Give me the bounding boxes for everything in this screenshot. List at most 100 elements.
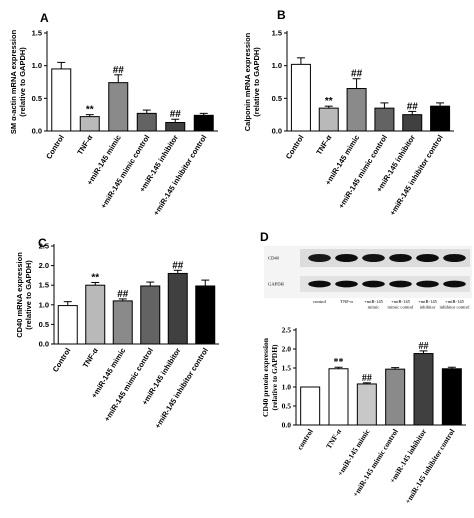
blot-lane-label: +miR-145 mimic — [364, 299, 384, 310]
blot-band — [389, 280, 412, 288]
category-label: TNF-α — [75, 133, 94, 156]
category-label: TNF-α — [314, 133, 333, 156]
western-blot: CD40 GAPDH control TNF-α +miR-145 mimic +miR-1… — [264, 246, 472, 310]
bar — [195, 285, 216, 345]
bar — [328, 368, 349, 426]
y-tick-label: 2.5 — [282, 326, 292, 335]
chart-panel-a: A 0.0 0.5 1.0 1.5 SM α-actin mRNA expression(… — [9, 11, 218, 217]
blot-lane-label: +miR-145 inhibitor — [418, 299, 438, 310]
blot-band — [443, 254, 466, 262]
y-tick-label: 0.0 — [39, 340, 49, 349]
bar — [441, 368, 462, 426]
panel-letter: A — [40, 11, 49, 25]
blot-band — [416, 280, 439, 288]
y-axis-title-line2: (relative to GAPDH) — [24, 260, 33, 330]
bar — [430, 105, 451, 132]
blot-lane-label: TNF-α — [340, 299, 353, 304]
chart-panel-c: C 0.0 0.5 1.0 1.5 2.0 2.5 CD40 mRNA expression(… — [15, 236, 219, 430]
y-tick-label: 0.0 — [32, 127, 42, 136]
y-tick-label: 1.5 — [272, 29, 282, 38]
category-label: Control — [51, 346, 73, 373]
blot-strip-gapdh — [300, 276, 470, 292]
category-label: TNF-α — [81, 346, 100, 369]
y-axis-title-line2: (relative to GAPDH) — [252, 47, 261, 117]
y-tick-label: 1.5 — [39, 281, 49, 290]
blot-lane-label: +miR-145 inhibitor control — [440, 299, 471, 310]
category-label: Control — [44, 133, 66, 160]
blot-band — [362, 280, 385, 288]
bar — [108, 82, 129, 132]
bar — [413, 353, 434, 426]
y-tick-label: 2.0 — [39, 261, 49, 270]
significance-mark: ## — [407, 101, 419, 112]
bar — [136, 112, 157, 132]
y-tick-label: 0.5 — [282, 402, 292, 411]
significance-mark: ## — [117, 289, 129, 300]
blot-band — [335, 254, 358, 262]
y-axis-title-line1: CD40 mRNA expression — [15, 252, 24, 338]
panel-letter: D — [260, 230, 269, 244]
bar — [112, 300, 133, 345]
category-label: Control — [284, 133, 306, 160]
blot-band-label: GAPDH — [268, 282, 285, 287]
y-tick-label: 1.5 — [32, 29, 42, 38]
chart-panel-b: B 0.0 0.5 1.0 1.5 Calponin mRNA expression(re… — [243, 8, 454, 217]
y-tick-label: 0.5 — [32, 94, 42, 103]
blot-band-label: CD40 — [268, 256, 280, 261]
blot-band — [308, 254, 331, 262]
category-label: +miR-145 inhibitor control — [388, 133, 445, 217]
y-axis-title-line1: Calponin mRNA expression — [243, 32, 252, 131]
y-tick-label: 2.0 — [282, 345, 292, 354]
significance-mark: ## — [362, 373, 372, 384]
blot-band — [389, 254, 412, 262]
significance-mark: ## — [113, 65, 125, 76]
blot-band — [362, 254, 385, 262]
category-label: control — [295, 427, 315, 451]
y-tick-label: 1.0 — [39, 300, 49, 309]
bar — [165, 122, 186, 132]
bar — [346, 88, 367, 132]
category-label: +miR-145 inhibitor control — [403, 427, 456, 505]
significance-mark: ** — [334, 357, 344, 368]
y-axis-title: SM α-actin mRNA expression(relative to G… — [9, 29, 27, 134]
y-tick-label: 0.5 — [39, 320, 49, 329]
blot-band — [308, 280, 331, 288]
blot-band — [416, 254, 439, 262]
bar — [57, 305, 78, 345]
y-axis-title-line2: (relative to GAPDH) — [18, 47, 27, 117]
category-label: +miR-145 mimic control — [99, 133, 152, 210]
bar — [193, 114, 214, 132]
y-axis-title-line1: SM α-actin mRNA expression — [9, 29, 18, 134]
y-tick-label: 0.0 — [282, 421, 292, 430]
category-label: +miR-145 mimic control — [337, 133, 390, 210]
y-axis-title: Calponin mRNA expression(relative to GAP… — [243, 32, 261, 131]
y-axis-title-line1: CD40 protein expression — [261, 337, 270, 417]
y-tick-label: 1.0 — [282, 383, 292, 392]
bar — [79, 116, 100, 132]
y-axis-title: CD40 mRNA expression(relative to GAPDH) — [15, 252, 33, 338]
bar — [318, 107, 339, 132]
significance-mark: ## — [172, 260, 184, 271]
category-label: +miR-145 mimic control — [102, 346, 155, 423]
bar — [51, 68, 72, 132]
y-tick-label: 0.0 — [272, 127, 282, 136]
y-tick-label: 0.5 — [272, 94, 282, 103]
bar — [300, 386, 321, 426]
bar — [290, 63, 311, 132]
category-label: TNF-α — [324, 427, 344, 451]
blot-strip-cd40 — [300, 249, 470, 267]
y-tick-label: 1.0 — [272, 61, 282, 70]
y-axis-title: CD40 protein expression(relative to GAPD… — [261, 337, 279, 417]
y-tick-label: 2.5 — [39, 242, 49, 251]
blot-lane-label: control — [313, 299, 327, 304]
significance-mark: ## — [419, 341, 429, 352]
significance-mark: ** — [86, 105, 94, 116]
y-tick-label: 1.0 — [32, 61, 42, 70]
y-tick-label: 1.5 — [282, 364, 292, 373]
bar — [385, 368, 406, 426]
category-label: +miR-145 inhibitor control — [151, 133, 208, 217]
bar — [356, 383, 377, 426]
blot-band — [335, 280, 358, 288]
panel-letter: B — [277, 8, 286, 22]
significance-mark: ** — [325, 96, 333, 107]
